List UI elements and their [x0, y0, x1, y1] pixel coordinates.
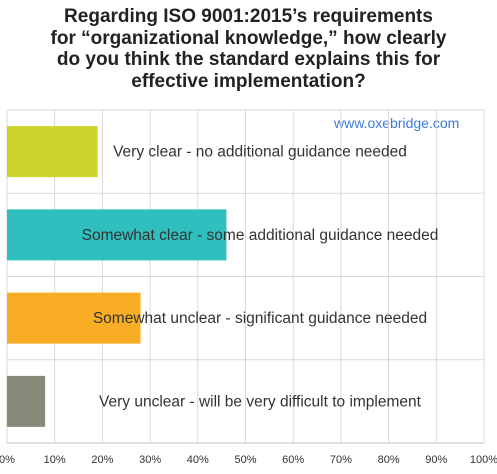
x-tick-label-7: 70% — [330, 454, 352, 466]
x-tick-label-4: 40% — [187, 454, 209, 466]
chart-title-line-3: do you think the standard explains this … — [56, 49, 441, 70]
bar-4 — [7, 375, 46, 427]
category-label-2: Somewhat clear - some additional guidanc… — [82, 227, 439, 244]
x-tick-label-9: 90% — [425, 454, 447, 466]
x-tick-label-1: 10% — [44, 454, 66, 466]
chart-title-line-4: effective implementation? — [131, 70, 366, 92]
watermark: www.oxebridge.com — [334, 115, 460, 131]
x-tick-label-8: 80% — [378, 454, 400, 466]
category-label-1: Very clear - no additional guidance need… — [113, 144, 407, 161]
bar-1 — [7, 126, 98, 178]
category-label-3: Somewhat unclear - significant guidance … — [93, 310, 427, 327]
x-tick-label-5: 50% — [234, 454, 256, 466]
x-tick-label-3: 30% — [139, 454, 161, 466]
chart-title-line-2: for “organizational knowledge,” how clea… — [50, 27, 447, 49]
bar-3 — [7, 292, 141, 344]
x-tick-label-6: 60% — [282, 454, 304, 466]
chart-title: Regarding ISO 9001:2015’s requirements f… — [0, 6, 497, 92]
x-tick-label-0: 0% — [0, 454, 15, 466]
category-label-4: Very unclear - will be very difficult to… — [99, 393, 422, 410]
chart-title-line-1: Regarding ISO 9001:2015’s requirements — [64, 6, 433, 27]
bar-2 — [7, 209, 227, 261]
x-tick-label-2: 20% — [91, 454, 113, 466]
x-tick-label-10: 100% — [470, 454, 497, 466]
